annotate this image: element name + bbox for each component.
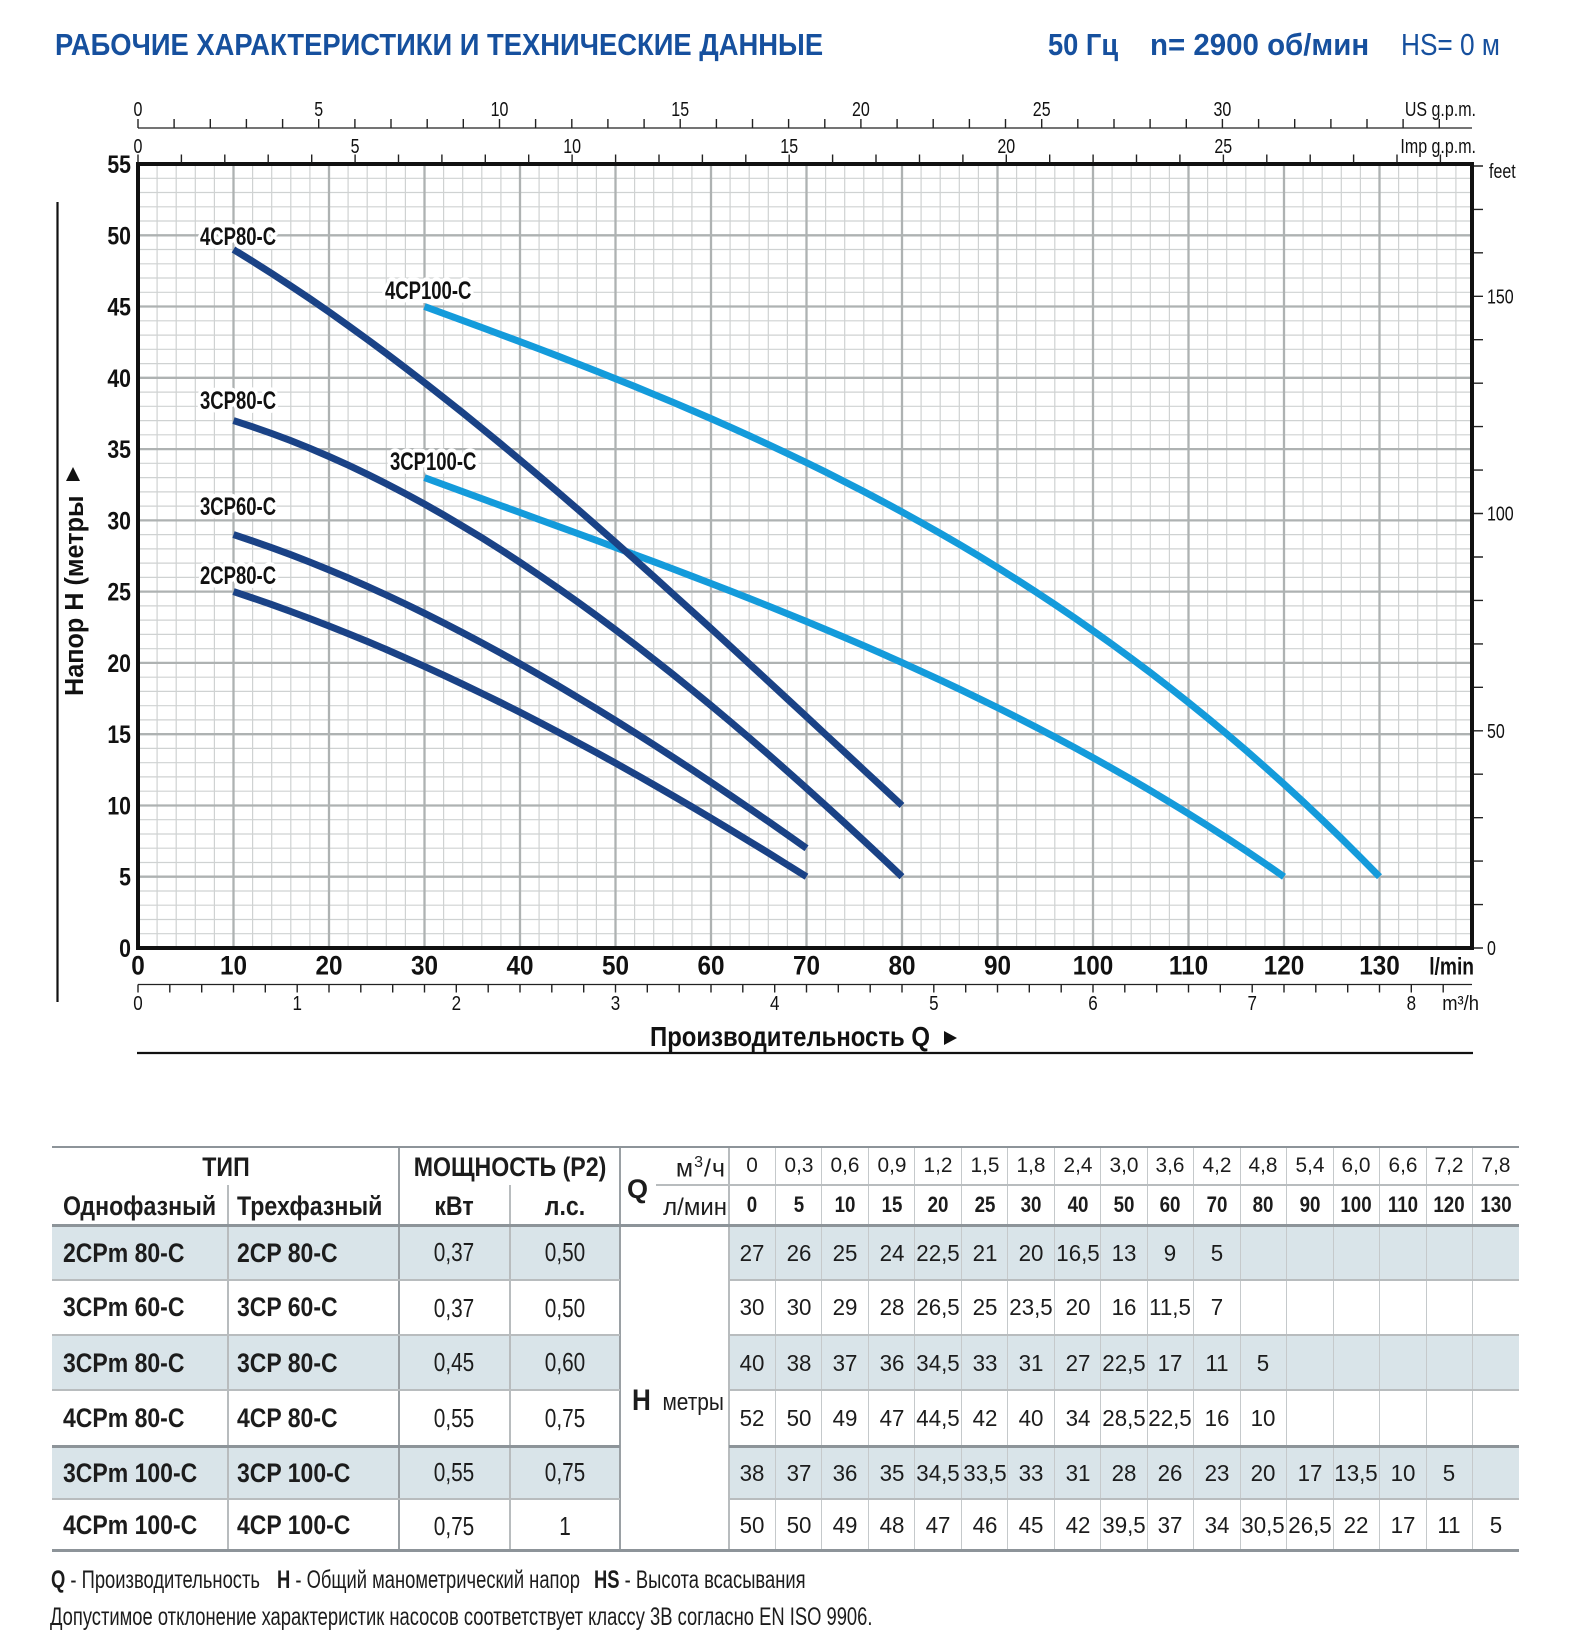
svg-text:50: 50 [107,222,131,250]
svg-text:4CP100-C: 4CP100-C [385,276,471,304]
svg-text:1: 1 [292,992,301,1015]
svg-text:feet: feet [1489,160,1516,182]
svg-text:2: 2 [452,992,461,1015]
svg-text:70: 70 [793,951,820,980]
svg-text:30: 30 [107,507,131,535]
svg-text:8: 8 [1407,992,1416,1015]
svg-text:15: 15 [107,721,131,749]
svg-text:6: 6 [1088,992,1097,1015]
svg-text:50: 50 [1487,720,1505,742]
svg-text:7: 7 [1247,992,1256,1015]
svg-text:10: 10 [563,135,581,157]
svg-text:US g.p.m.: US g.p.m. [1405,98,1476,120]
svg-text:40: 40 [506,951,533,980]
svg-text:5: 5 [929,992,938,1015]
svg-text:25: 25 [1033,98,1051,120]
svg-text:90: 90 [984,951,1011,980]
svg-text:55: 55 [107,150,131,178]
svg-text:25: 25 [1214,135,1232,157]
svg-text:15: 15 [671,98,689,120]
svg-text:4CP80-C: 4CP80-C [200,222,276,250]
svg-text:20: 20 [107,649,131,677]
svg-text:15: 15 [780,135,798,157]
svg-text:0: 0 [134,98,143,120]
svg-text:30: 30 [1213,98,1231,120]
svg-text:150: 150 [1487,286,1514,308]
svg-text:4: 4 [770,992,779,1015]
svg-text:3CP80-C: 3CP80-C [200,386,276,414]
svg-text:60: 60 [697,951,724,980]
svg-text:3CP60-C: 3CP60-C [200,492,276,520]
svg-text:35: 35 [107,435,131,463]
svg-text:Производительность Q: Производительность Q [650,1020,930,1052]
svg-text:10: 10 [107,792,131,820]
svg-text:m³/h: m³/h [1442,993,1479,1015]
svg-text:30: 30 [411,951,438,980]
svg-text:10: 10 [491,98,509,120]
svg-text:3: 3 [611,992,620,1015]
svg-text:Imp g.p.m.: Imp g.p.m. [1400,135,1476,157]
svg-text:25: 25 [107,578,131,606]
svg-text:120: 120 [1264,951,1305,980]
svg-text:40: 40 [107,364,131,392]
svg-text:0: 0 [134,135,143,157]
svg-text:110: 110 [1169,951,1208,980]
svg-text:80: 80 [888,951,915,980]
svg-text:2CP80-C: 2CP80-C [200,561,276,589]
svg-text:0: 0 [131,951,145,980]
svg-text:3CP100-C: 3CP100-C [390,447,476,475]
svg-text:0: 0 [133,992,142,1015]
svg-text:5: 5 [314,98,323,120]
svg-text:100: 100 [1487,503,1514,525]
svg-text:l/min: l/min [1429,952,1474,980]
svg-text:20: 20 [315,951,342,980]
svg-text:5: 5 [119,863,131,891]
svg-text:50: 50 [602,951,629,980]
svg-text:Напор Н (метры: Напор Н (метры [61,495,89,696]
svg-text:45: 45 [107,293,131,321]
svg-text:10: 10 [220,951,247,980]
svg-text:20: 20 [997,135,1015,157]
svg-text:0: 0 [119,934,131,962]
svg-text:0: 0 [1487,937,1496,959]
svg-text:130: 130 [1359,951,1400,980]
svg-text:5: 5 [351,135,360,157]
svg-text:20: 20 [852,98,870,120]
svg-text:100: 100 [1073,951,1114,980]
